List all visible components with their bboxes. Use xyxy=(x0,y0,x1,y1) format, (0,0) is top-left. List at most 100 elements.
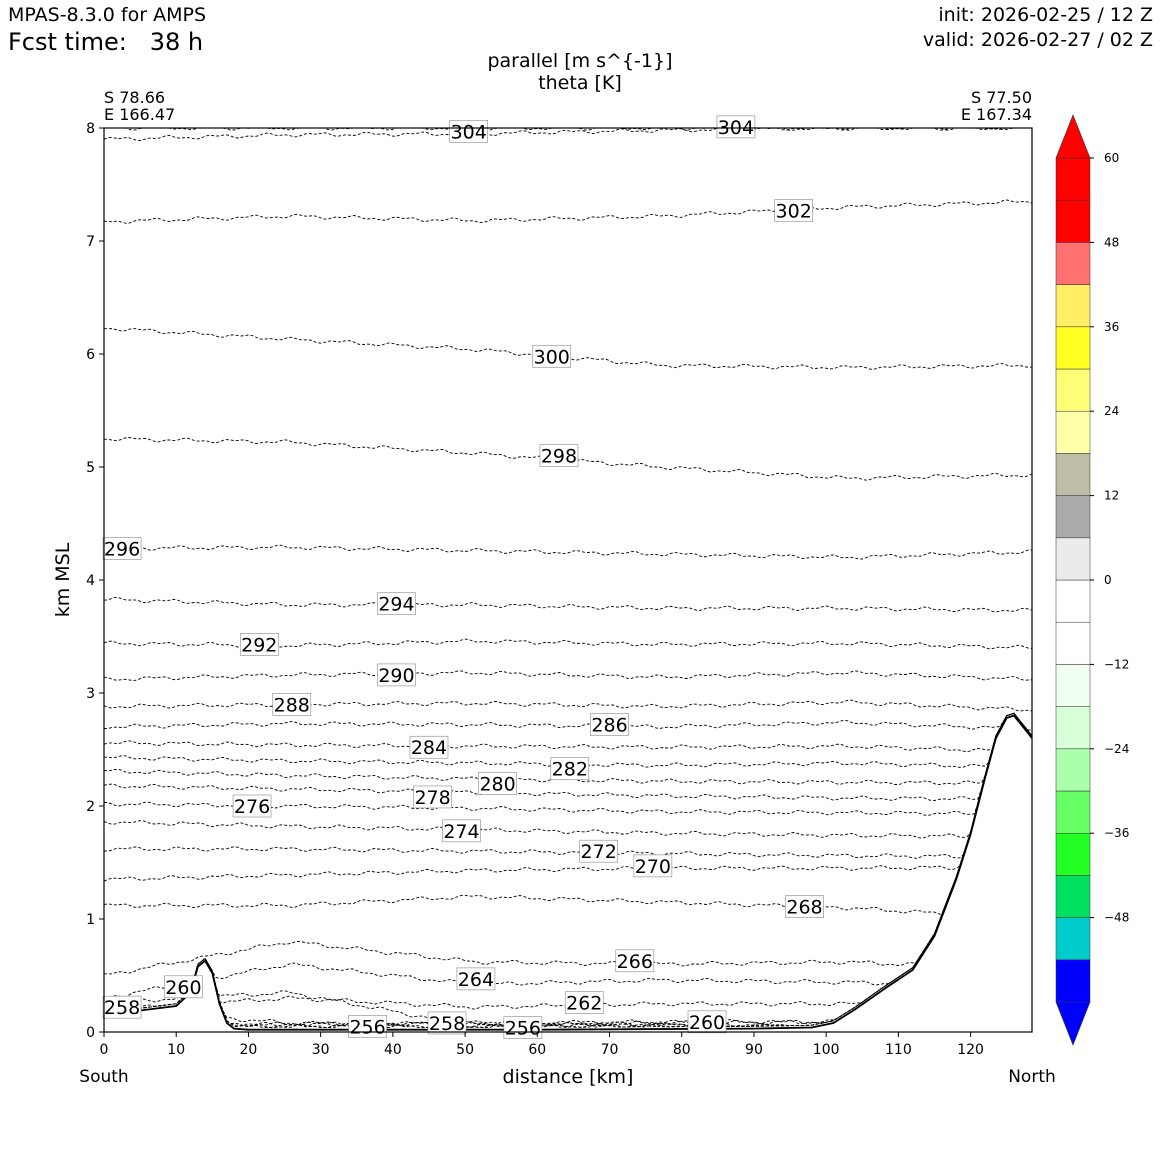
colorbar-segment xyxy=(1055,832,1091,876)
contour-label-286: 286 xyxy=(590,713,629,737)
contour-label-264: 264 xyxy=(456,967,496,991)
x-tick-label: 20 xyxy=(240,1042,258,1058)
theta-contour-256 xyxy=(103,712,1033,1028)
colorbar-tick-36: 36 xyxy=(1090,320,1119,334)
init-time-label: init: 2026-02-25 / 12 Z xyxy=(938,4,1153,26)
y-tick-2: 2 xyxy=(86,799,104,815)
x-tick-label: 100 xyxy=(813,1042,840,1058)
y-tick-7: 7 xyxy=(86,234,104,250)
theta-contour-294 xyxy=(103,597,1033,613)
x-tick-label: 120 xyxy=(957,1042,984,1058)
y-tick-5: 5 xyxy=(86,460,104,476)
y-tick-label: 3 xyxy=(86,686,95,702)
theta-contour-274 xyxy=(103,712,1033,839)
contour-label-text: 286 xyxy=(591,715,627,737)
colorbar-segment xyxy=(1055,410,1091,454)
x-tick-90: 90 xyxy=(745,1032,763,1058)
colorbar-segment xyxy=(1055,706,1091,750)
terrain-line xyxy=(103,714,1033,1031)
colorbar-tick-label: −48 xyxy=(1104,911,1129,925)
y-tick-label: 8 xyxy=(86,121,95,137)
contour-label-text: 268 xyxy=(786,897,822,919)
x-tick-80: 80 xyxy=(673,1032,691,1058)
x-axis-label: distance [km] xyxy=(503,1066,634,1088)
colorbar-segment xyxy=(1055,199,1091,243)
theta-contour-286 xyxy=(103,712,1033,731)
x-tick-40: 40 xyxy=(384,1032,402,1058)
forecast-time-label: Fcst time: 38 h xyxy=(8,28,204,56)
x-tick-0: 0 xyxy=(100,1032,109,1058)
model-label: MPAS-8.3.0 for AMPS xyxy=(8,4,207,26)
north-end-label: North xyxy=(1008,1067,1056,1087)
colorbar-tick-label: −24 xyxy=(1104,742,1129,756)
theta-contour-266 xyxy=(103,712,1033,975)
contour-label-302: 302 xyxy=(774,199,813,222)
theta-contour-290 xyxy=(103,670,1033,681)
theta-contour-296 xyxy=(103,544,1033,560)
colorbar-segment xyxy=(1055,453,1091,496)
y-tick-label: 6 xyxy=(86,347,95,363)
x-tick-10: 10 xyxy=(167,1032,185,1058)
colorbar-segment xyxy=(1055,664,1091,707)
contour-label-text: 256 xyxy=(349,1016,385,1038)
y-tick-label: 1 xyxy=(86,912,95,928)
theta-contour-278 xyxy=(103,712,1033,801)
x-tick-label: 0 xyxy=(100,1042,109,1058)
colorbar-segment xyxy=(1055,368,1091,412)
colorbar-segment xyxy=(1055,579,1091,623)
x-tick-30: 30 xyxy=(312,1032,330,1058)
colorbar-under-arrow xyxy=(1055,1001,1091,1046)
colorbar-tick-48: 48 xyxy=(1090,235,1119,249)
contour-label-text: 266 xyxy=(617,951,653,973)
theta-contour-264 xyxy=(103,712,1033,999)
colorbar-segment xyxy=(1055,537,1091,581)
x-tick-label: 40 xyxy=(384,1042,402,1058)
contour-label-text: 280 xyxy=(479,773,515,795)
colorbar-tick-label: 48 xyxy=(1104,235,1119,249)
theta-contour-268 xyxy=(103,712,1033,916)
colorbar-segment xyxy=(1055,242,1091,285)
valid-time-label: valid: 2026-02-27 / 02 Z xyxy=(922,29,1153,51)
theta-contour-270 xyxy=(103,712,1033,882)
x-tick-label: 110 xyxy=(885,1042,912,1058)
contour-label-284: 284 xyxy=(409,735,449,759)
contour-label-258: 258 xyxy=(102,995,142,1019)
theta-contour-292 xyxy=(103,638,1033,650)
y-tick-4: 4 xyxy=(86,573,104,589)
colorbar-segment xyxy=(1055,621,1091,665)
contour-label-282: 282 xyxy=(550,757,590,781)
contour-label-text: 302 xyxy=(776,200,812,222)
left-lon-label: E 166.47 xyxy=(104,105,175,124)
colorbar-segment xyxy=(1055,748,1091,792)
contour-label-262: 262 xyxy=(564,991,604,1015)
y-axis-label: km MSL xyxy=(52,542,74,617)
theta-contour-276 xyxy=(104,712,1033,816)
y-tick-8: 8 xyxy=(86,121,104,137)
x-tick-100: 100 xyxy=(813,1032,840,1058)
x-tick-label: 90 xyxy=(745,1042,763,1058)
contour-label-text: 262 xyxy=(566,993,602,1015)
chart-title: parallel [m s^{-1}] xyxy=(487,50,672,72)
contour-label-294: 294 xyxy=(377,592,416,616)
contour-label-298: 298 xyxy=(539,444,579,468)
x-tick-label: 80 xyxy=(673,1042,691,1058)
contour-label-256: 256 xyxy=(348,1015,387,1038)
colorbar-segment xyxy=(1055,790,1091,834)
south-end-label: South xyxy=(79,1067,128,1087)
contour-label-text: 278 xyxy=(414,787,450,809)
contour-label-text: 256 xyxy=(505,1017,541,1039)
colorbar-tick-24: 24 xyxy=(1090,404,1119,418)
contour-label-text: 294 xyxy=(378,594,414,616)
x-tick-120: 120 xyxy=(957,1032,984,1058)
colorbar-tick-label: 0 xyxy=(1104,573,1112,587)
colorbar-segment xyxy=(1055,917,1091,961)
colorbar-tick-label: −36 xyxy=(1104,826,1129,840)
right-lon-label: E 167.34 xyxy=(961,105,1032,124)
x-tick-label: 70 xyxy=(601,1042,619,1058)
colorbar-tick-label: 24 xyxy=(1104,404,1119,418)
theta-contour-272 xyxy=(103,712,1033,859)
colorbar-tick--36: −36 xyxy=(1090,826,1129,840)
left-lat-label: S 78.66 xyxy=(104,88,165,107)
x-tick-label: 60 xyxy=(528,1042,546,1058)
